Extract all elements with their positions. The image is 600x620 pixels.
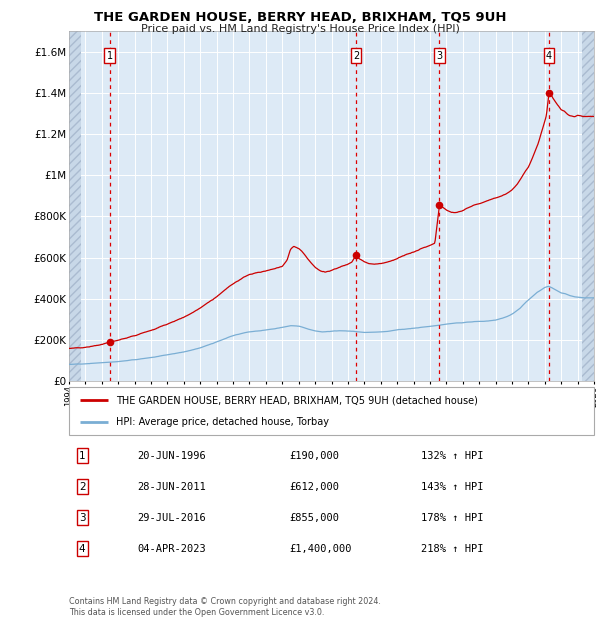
Text: THE GARDEN HOUSE, BERRY HEAD, BRIXHAM, TQ5 9UH (detached house): THE GARDEN HOUSE, BERRY HEAD, BRIXHAM, T… (116, 396, 478, 405)
Text: 29-JUL-2016: 29-JUL-2016 (137, 513, 206, 523)
Text: 132% ↑ HPI: 132% ↑ HPI (421, 451, 483, 461)
Text: £855,000: £855,000 (290, 513, 340, 523)
Text: 2: 2 (79, 482, 85, 492)
Text: 2: 2 (353, 50, 359, 61)
Text: 1: 1 (106, 50, 113, 61)
Text: 218% ↑ HPI: 218% ↑ HPI (421, 544, 483, 554)
Text: Contains HM Land Registry data © Crown copyright and database right 2024.
This d: Contains HM Land Registry data © Crown c… (69, 598, 381, 617)
Text: 3: 3 (79, 513, 85, 523)
Text: 4: 4 (79, 544, 85, 554)
Text: 3: 3 (436, 50, 443, 61)
FancyBboxPatch shape (69, 387, 594, 435)
Text: 178% ↑ HPI: 178% ↑ HPI (421, 513, 483, 523)
Text: 04-APR-2023: 04-APR-2023 (137, 544, 206, 554)
Text: THE GARDEN HOUSE, BERRY HEAD, BRIXHAM, TQ5 9UH: THE GARDEN HOUSE, BERRY HEAD, BRIXHAM, T… (94, 11, 506, 24)
Text: 4: 4 (546, 50, 552, 61)
Text: £190,000: £190,000 (290, 451, 340, 461)
Text: £1,400,000: £1,400,000 (290, 544, 352, 554)
Text: 143% ↑ HPI: 143% ↑ HPI (421, 482, 483, 492)
Text: £612,000: £612,000 (290, 482, 340, 492)
Text: 1: 1 (79, 451, 85, 461)
Text: 28-JUN-2011: 28-JUN-2011 (137, 482, 206, 492)
Text: 20-JUN-1996: 20-JUN-1996 (137, 451, 206, 461)
Text: HPI: Average price, detached house, Torbay: HPI: Average price, detached house, Torb… (116, 417, 329, 427)
Bar (69, 31, 82, 381)
Bar (581, 31, 594, 381)
Text: Price paid vs. HM Land Registry's House Price Index (HPI): Price paid vs. HM Land Registry's House … (140, 24, 460, 33)
